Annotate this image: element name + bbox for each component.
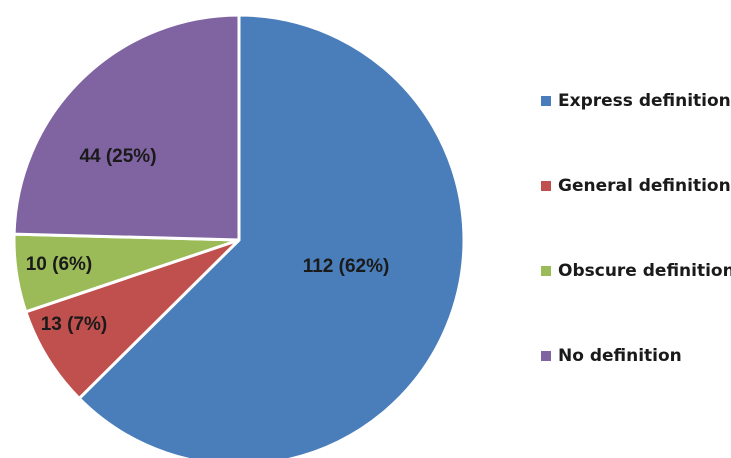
legend-swatch-obscure-definition (541, 266, 551, 276)
pie-slice-no-definition (12, 13, 241, 242)
legend-label-express-definition: Express definition (558, 91, 731, 111)
legend-swatch-general-definition (541, 181, 551, 191)
data-label-general-definition: 13 (7%) (41, 314, 108, 335)
pie-slice-express-definition (77, 13, 466, 458)
data-label-express-definition: 112 (62%) (303, 256, 390, 277)
legend-label-no-definition: No definition (558, 346, 682, 366)
legend-label-obscure-definition: Obscure definition (558, 261, 731, 281)
legend: Express definition General definition Obsc… (541, 91, 731, 366)
pie-data-labels: 112 (62%) 13 (7%) 10 (6%) 44 (25%) (26, 146, 390, 335)
legend-label-general-definition: General definition (558, 176, 731, 196)
pie-slice-general-definition (24, 238, 241, 400)
legend-swatch-express-definition (541, 96, 551, 106)
legend-swatch-no-definition (541, 351, 551, 361)
pie-slices (12, 13, 466, 458)
data-label-obscure-definition: 10 (6%) (26, 254, 93, 275)
data-label-no-definition: 44 (25%) (79, 146, 156, 167)
